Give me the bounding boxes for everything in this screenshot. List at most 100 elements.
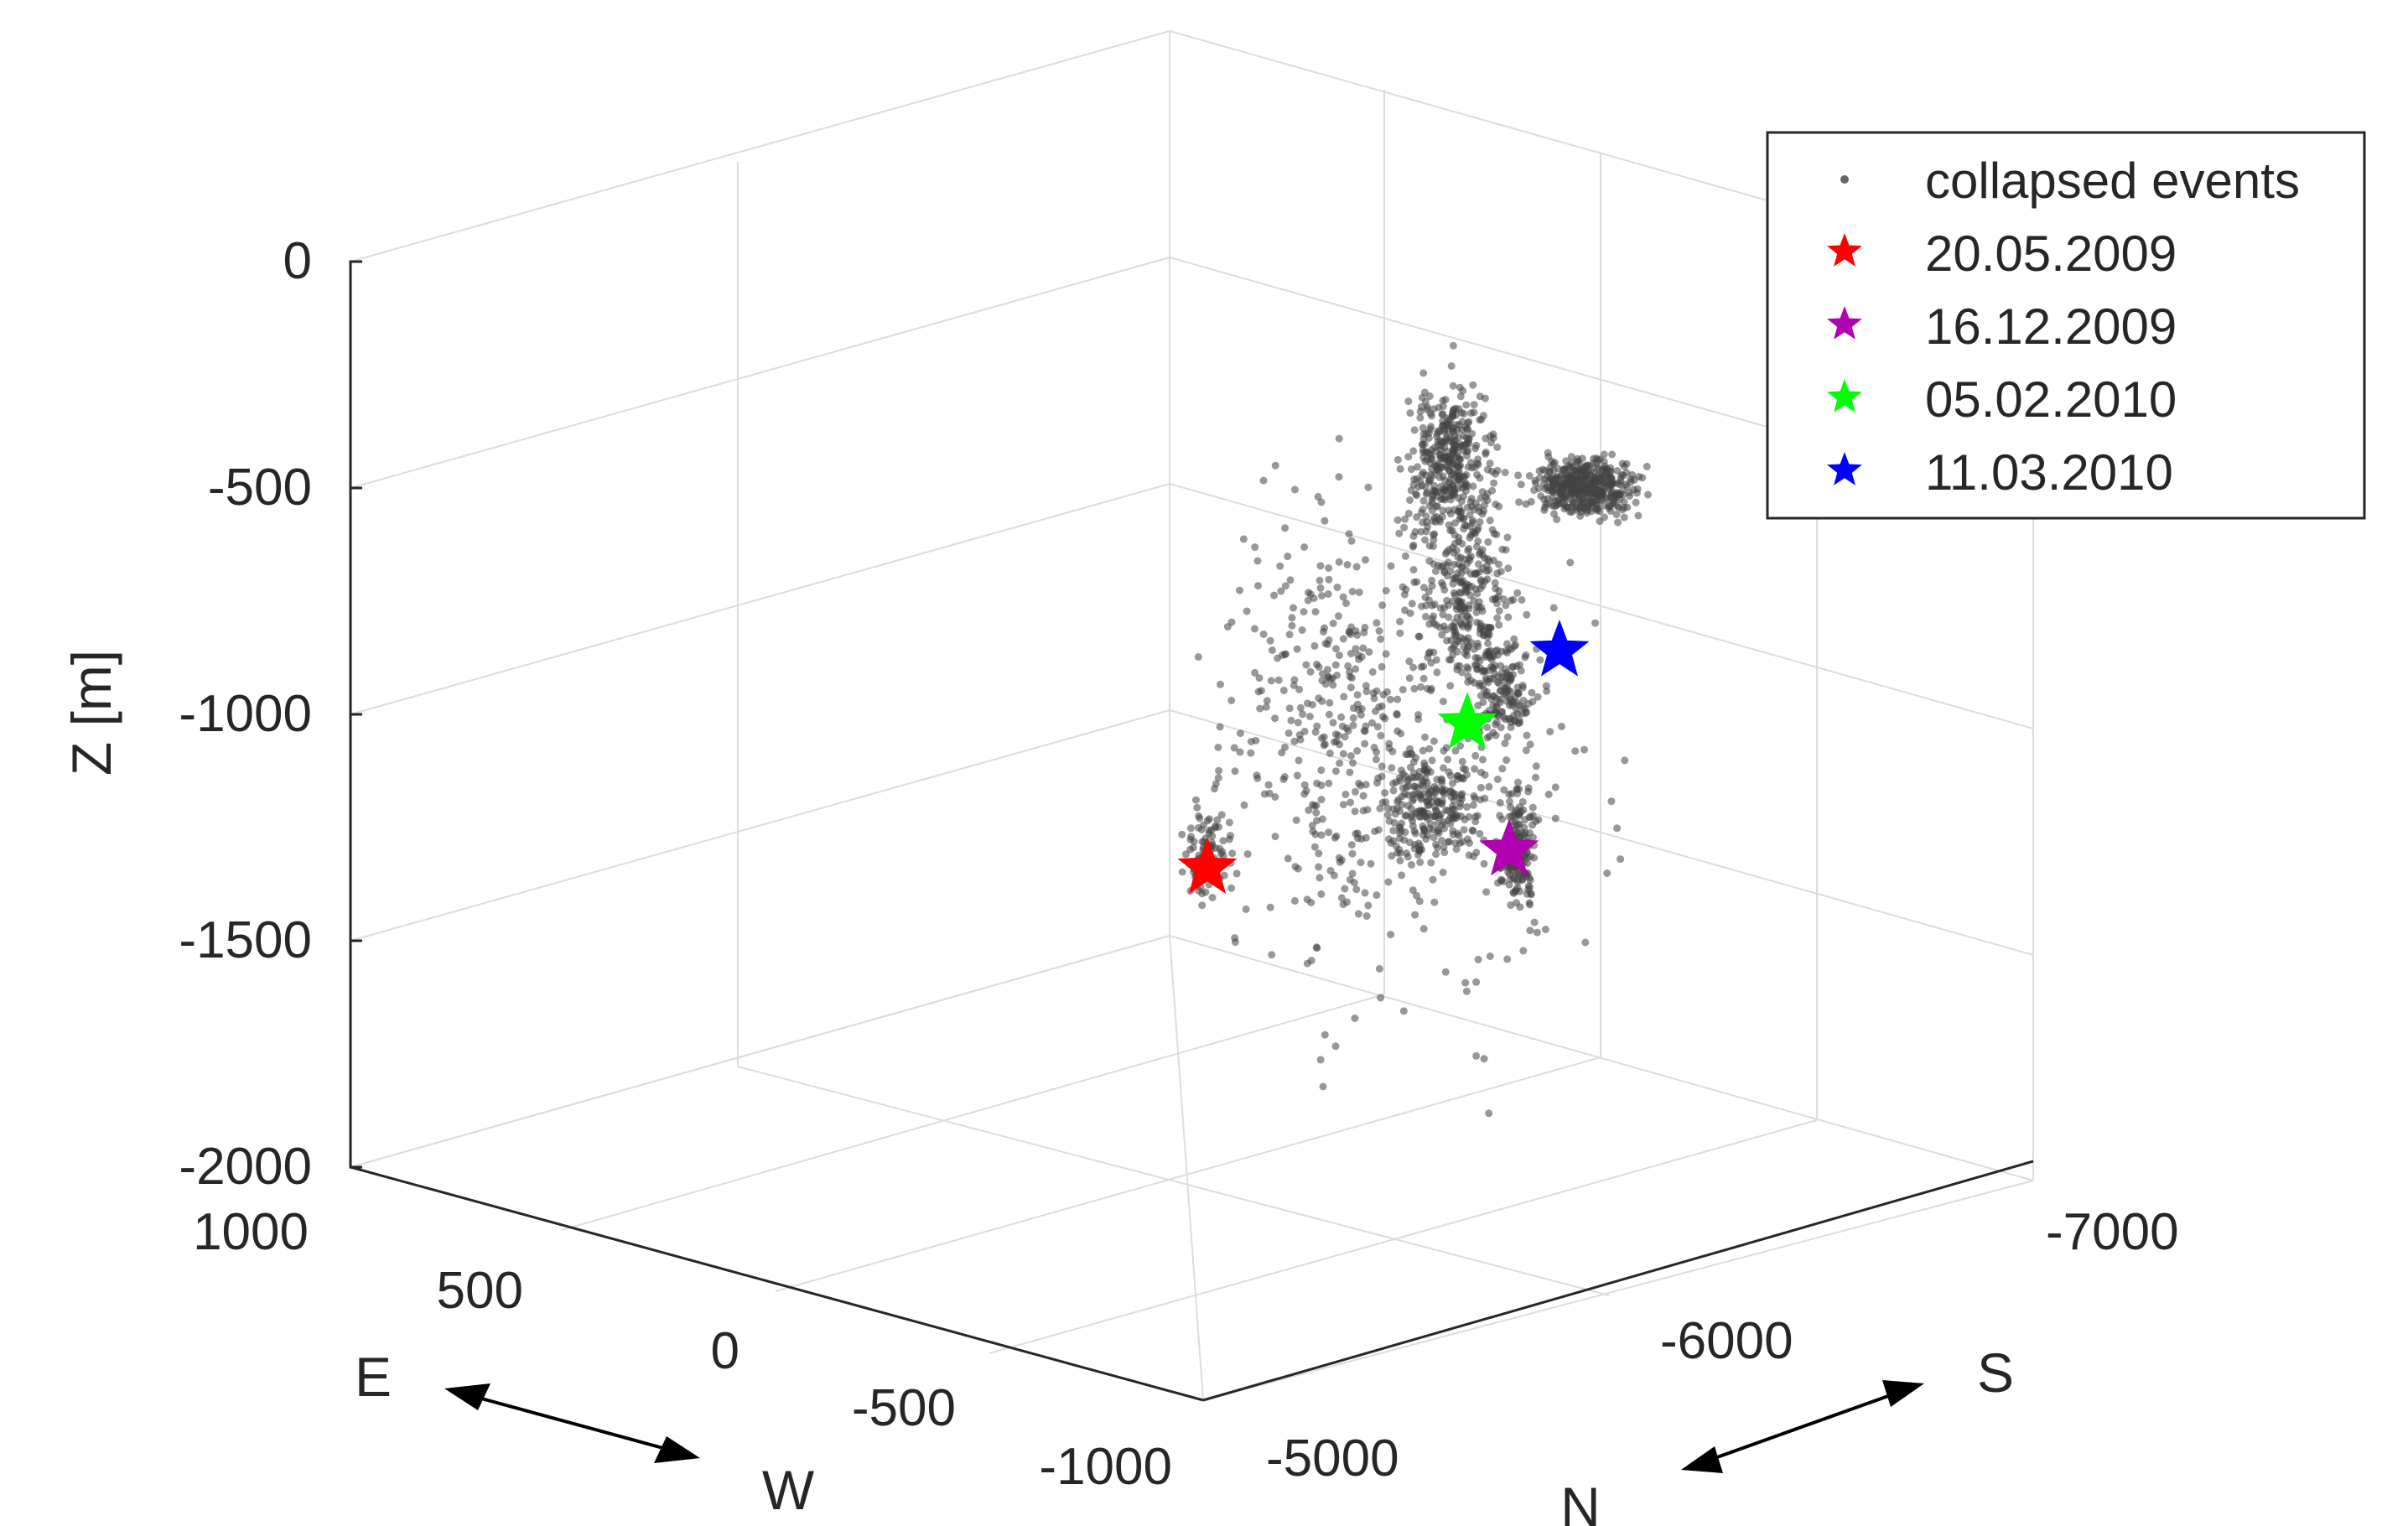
event-point: [1466, 533, 1474, 542]
event-point: [1421, 483, 1430, 491]
event-point: [1476, 518, 1484, 526]
event-point: [1351, 1015, 1359, 1022]
event-point: [1516, 903, 1524, 911]
event-point: [1492, 501, 1500, 508]
legend-star: [1827, 306, 1862, 340]
event-point: [1435, 403, 1443, 412]
event-point: [1410, 578, 1419, 586]
y-tick-label: -5000: [1266, 1430, 1399, 1487]
event-point: [1344, 727, 1352, 735]
event-point: [1331, 767, 1340, 776]
event-point: [1435, 516, 1444, 524]
event-point: [1575, 487, 1584, 496]
event-point: [1551, 783, 1559, 792]
event-point: [1534, 693, 1542, 701]
event-point: [1400, 523, 1409, 532]
event-point: [1340, 693, 1348, 701]
event-point: [1476, 783, 1485, 792]
legend: collapsed events 20.05.2009 16.12.2009 0…: [1766, 131, 2366, 520]
event-point: [1341, 733, 1349, 741]
event-point: [1377, 731, 1385, 740]
event-point: [1635, 473, 1643, 480]
event-point: [1362, 688, 1371, 696]
legend-label: 16.12.2009: [1925, 298, 2177, 355]
event-point: [1299, 710, 1306, 719]
event-point: [1259, 631, 1268, 638]
event-point: [1411, 782, 1419, 791]
event-point: [1634, 511, 1643, 520]
event-point: [1511, 693, 1519, 701]
event-point: [1313, 722, 1321, 730]
event-point: [1271, 833, 1279, 841]
event-point: [1536, 656, 1544, 664]
event-point: [1430, 737, 1438, 745]
event-point: [1349, 714, 1357, 722]
event-point: [1439, 581, 1447, 589]
event-point: [1467, 495, 1476, 502]
event-point: [1296, 703, 1305, 712]
event-point: [1621, 756, 1629, 765]
event-point: [1311, 608, 1320, 616]
event-point: [1561, 493, 1570, 501]
event-point: [1451, 814, 1458, 823]
event-point: [1461, 567, 1470, 574]
event-point: [1611, 491, 1619, 500]
event-point: [1471, 444, 1480, 453]
event-point: [1525, 472, 1534, 480]
event-point: [1425, 392, 1434, 400]
event-point: [1324, 672, 1332, 681]
event-point: [1451, 746, 1460, 755]
event-point: [1236, 586, 1243, 594]
event-point: [1474, 524, 1482, 532]
event-point: [1463, 643, 1471, 651]
event-point: [1507, 803, 1515, 812]
event-point: [1186, 824, 1195, 833]
z-axis-label: Z [m]: [60, 650, 122, 776]
event-point: [1341, 885, 1349, 893]
event-point: [1396, 465, 1404, 473]
event-point: [1349, 721, 1357, 729]
event-point: [1326, 750, 1334, 757]
event-point: [1465, 601, 1473, 610]
legend-marker-dot: [1840, 175, 1849, 184]
event-point: [1410, 827, 1419, 835]
event-point: [1346, 768, 1354, 776]
event-point: [1314, 492, 1322, 501]
event-point: [1456, 383, 1464, 392]
event-point: [1336, 651, 1343, 660]
event-point: [1437, 482, 1445, 490]
event-point: [1256, 704, 1264, 713]
event-point: [1387, 562, 1395, 570]
event-point: [1523, 731, 1531, 740]
event-point: [1332, 645, 1340, 653]
event-point: [1219, 837, 1227, 845]
event-point: [1334, 612, 1342, 620]
event-point: [1523, 708, 1531, 716]
event-point: [1335, 434, 1343, 443]
event-point: [1461, 480, 1470, 489]
legend-label: 20.05.2009: [1925, 226, 2177, 282]
event-point: [1330, 871, 1338, 880]
event-point: [1409, 663, 1417, 672]
event-point: [1448, 481, 1456, 490]
event-point: [1346, 667, 1354, 676]
event-point: [1509, 595, 1518, 604]
event-point: [1463, 612, 1471, 620]
event-point: [1561, 502, 1570, 511]
event-point: [1321, 516, 1329, 525]
event-point: [1441, 396, 1450, 404]
event-point: [1439, 610, 1447, 619]
event-point: [1300, 781, 1309, 789]
event-point: [1404, 509, 1413, 517]
event-point: [1580, 745, 1588, 754]
event-point: [1393, 804, 1401, 812]
event-point: [1476, 692, 1485, 700]
event-point: [1449, 543, 1456, 552]
event-point: [1401, 552, 1409, 560]
event-point: [1370, 744, 1378, 751]
event-point: [1474, 560, 1482, 568]
event-point: [1348, 849, 1357, 858]
event-point: [1212, 823, 1220, 832]
event-point: [1419, 925, 1428, 933]
event-point: [1399, 1007, 1408, 1015]
